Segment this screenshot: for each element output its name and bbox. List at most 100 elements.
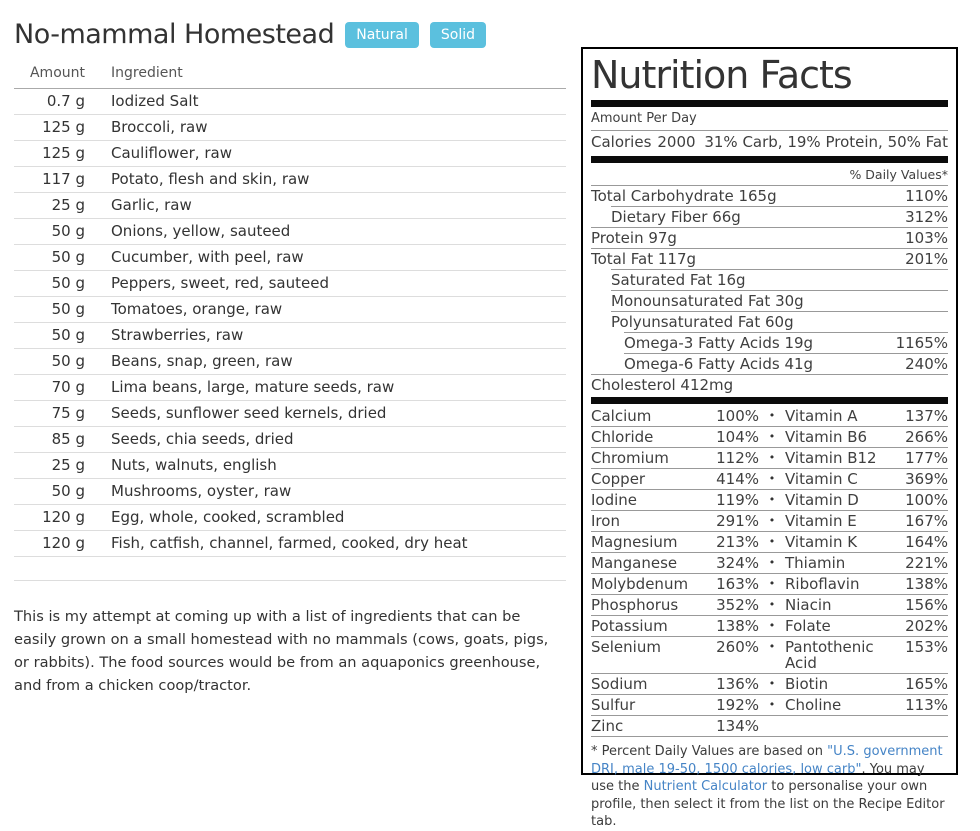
micronutrient-value: 177% [905,449,948,467]
ingredient-cell: Peppers, sweet, red, sauteed [85,270,566,297]
nutrient-label: Cholesterol 412mg [591,376,734,394]
table-row: 25 g Garlic, raw [14,192,566,219]
amount-cell: 25 g [14,452,85,479]
bullet-separator: • [768,493,776,506]
recipe-description: This is my attempt at coming up with a l… [14,608,549,694]
table-row: 117 g Potato, flesh and skin, raw [14,166,566,193]
micronutrients-table: Calcium 100% • Vitamin A 137% Chloride 104% • Vi… [591,406,948,737]
ingredients-header-row: Amount Ingredient [14,62,566,89]
micronutrient-value: 112% [716,449,759,467]
ingredient-cell: Nuts, walnuts, english [85,452,566,479]
micronutrient-value: 167% [905,512,948,530]
amount-column-header: Amount [14,62,85,89]
amount-cell: 125 g [14,140,85,167]
nutrient-row: Total Carbohydrate 165g 110% [591,186,948,206]
amount-cell: 70 g [14,374,85,401]
nutrient-calculator-link[interactable]: Nutrient Calculator [643,779,768,794]
table-row: 50 g Peppers, sweet, red, sauteed [14,270,566,297]
micronutrient-name: Magnesium [591,533,678,551]
micronutrient-name: Vitamin E [785,512,857,530]
micronutrient-name: Vitamin A [785,407,858,425]
ingredient-cell: Garlic, raw [85,192,566,219]
amount-cell: 117 g [14,166,85,193]
ingredient-cell: Beans, snap, green, raw [85,348,566,375]
micronutrient-name: Iodine [591,491,638,509]
dri-profile-link[interactable]: "U.S. government DRI, male 19-50, 1500 c… [591,744,943,777]
micronutrient-value: 352% [716,596,759,614]
bullet-separator: • [768,556,776,569]
table-row: 50 g Mushrooms, oyster, raw [14,478,566,505]
nutrient-row: Monounsaturated Fat 30g [611,290,948,311]
nutrient-daily-value: 312% [905,208,948,226]
nutrient-label: Monounsaturated Fat 30g [611,292,804,310]
micronutrient-row: Magnesium 213% • Vitamin K 164% [591,532,948,553]
table-row: 125 g Cauliflower, raw [14,140,566,167]
recipe-main: No-mammal Homestead Natural Solid Amount… [14,12,566,697]
micronutrient-value: 136% [716,675,759,693]
micronutrient-name: Copper [591,470,646,488]
amount-cell: 50 g [14,322,85,349]
micronutrient-name: Potassium [591,617,668,635]
micronutrient-name: Zinc [591,717,624,735]
micronutrient-value: 138% [716,617,759,635]
bullet-separator: • [768,577,776,590]
micronutrient-name: Niacin [785,596,832,614]
tag-solid[interactable]: Solid [429,22,486,48]
micronutrient-value: 134% [716,717,759,735]
nutrient-row: Saturated Fat 16g [611,269,948,290]
amount-cell: 0.7 g [14,88,85,115]
micronutrient-row: Sulfur 192% • Choline 113% [591,695,948,716]
micronutrient-value: 260% [716,638,759,656]
nutrient-label: Omega-3 Fatty Acids 19g [624,334,814,352]
micronutrient-row: Iodine 119% • Vitamin D 100% [591,490,948,511]
amount-cell: 50 g [14,478,85,505]
micronutrient-name: Manganese [591,554,678,572]
nutrient-row: Cholesterol 412mg [591,374,948,395]
amount-cell: 125 g [14,114,85,141]
table-row: 50 g Onions, yellow, sauteed [14,218,566,245]
micronutrient-name: Vitamin B12 [785,449,877,467]
micronutrient-value: 202% [905,617,948,635]
bullet-separator: • [768,640,776,653]
micronutrient-name: Chromium [591,449,669,467]
micronutrient-name: Calcium [591,407,652,425]
calories-value: 2000 [657,133,696,151]
table-row: 50 g Cucumber, with peel, raw [14,244,566,271]
bullet-separator: • [768,451,776,464]
nutrition-facts-title: Nutrition Facts [591,53,853,97]
micronutrient-row: Phosphorus 352% • Niacin 156% [591,595,948,616]
nutrient-label: Saturated Fat 16g [611,271,746,289]
nutrient-row: Dietary Fiber 66g 312% [611,206,948,227]
amount-cell: 120 g [14,504,85,531]
micronutrient-name: Folate [785,617,831,635]
nutrient-row: Omega-3 Fatty Acids 19g 1165% [624,332,948,353]
nutrient-daily-value: 103% [905,229,948,247]
micronutrient-value: 266% [905,428,948,446]
micronutrient-value: 113% [905,696,948,714]
nutrient-row: Polyunsaturated Fat 60g [611,311,948,332]
bullet-separator [759,718,785,734]
ingredient-cell: Seeds, sunflower seed kernels, dried [85,400,566,427]
micronutrient-value: 100% [905,491,948,509]
thick-divider [591,100,948,107]
micronutrient-row: Chloride 104% • Vitamin B6 266% [591,427,948,448]
micronutrient-value: 156% [905,596,948,614]
ingredient-cell: Fish, catfish, channel, farmed, cooked, … [85,530,566,557]
ingredient-cell: Strawberries, raw [85,322,566,349]
nutrient-label: Polyunsaturated Fat 60g [611,313,794,331]
amount-cell: 25 g [14,192,85,219]
amount-cell: 85 g [14,426,85,453]
micronutrient-value: 221% [905,554,948,572]
amount-cell: 50 g [14,218,85,245]
ingredient-cell: Cauliflower, raw [85,140,566,167]
table-row: 25 g Nuts, walnuts, english [14,452,566,479]
bullet-separator: • [768,677,776,690]
micronutrient-value: 137% [905,407,948,425]
tag-natural[interactable]: Natural [345,22,419,48]
micronutrient-name: Choline [785,696,842,714]
ingredient-cell: Mushrooms, oyster, raw [85,478,566,505]
table-row: 125 g Broccoli, raw [14,114,566,141]
micronutrient-value: 153% [905,638,948,656]
ingredient-cell: Iodized Salt [85,88,566,115]
micronutrient-value: 369% [905,470,948,488]
